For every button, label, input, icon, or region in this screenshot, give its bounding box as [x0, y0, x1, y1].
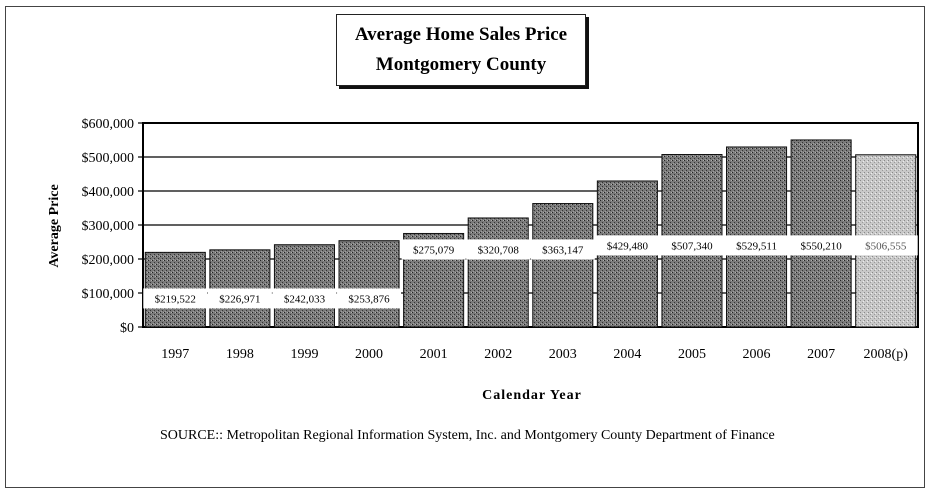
source-note: SOURCE:: Metropolitan Regional Informati…: [160, 428, 775, 443]
x-tick-label: 2001: [420, 347, 448, 362]
x-tick-label: 1998: [226, 347, 254, 362]
x-tick-label: 1999: [290, 347, 318, 362]
bar: [273, 244, 335, 328]
data-label-box: [207, 288, 272, 309]
data-label-box: [595, 235, 660, 256]
data-label: $320,708: [478, 244, 520, 256]
y-tick-label: $200,000: [82, 253, 135, 268]
data-label: $363,147: [542, 244, 584, 256]
data-label: $529,511: [736, 240, 777, 252]
bar: [338, 240, 400, 328]
x-tick-label: 2005: [678, 347, 706, 362]
data-label-box: [337, 288, 402, 309]
data-label: $242,033: [284, 293, 326, 305]
data-label-box: [659, 235, 724, 256]
y-tick-label: $0: [120, 321, 134, 336]
x-tick-label: 1997: [161, 347, 189, 362]
x-tick-label: 2002: [484, 347, 512, 362]
bar: [532, 203, 594, 328]
chart-title-line-1: Average Home Sales Price: [354, 24, 568, 45]
bar: [467, 217, 529, 328]
y-tick-label: $300,000: [82, 219, 135, 234]
y-axis: $0 $100,000 $200,000 $300,000 $400,000 $500,0…: [82, 117, 143, 336]
y-tick-label: $600,000: [82, 117, 135, 132]
y-tick-label: $500,000: [82, 151, 135, 166]
bar: [209, 249, 271, 328]
data-label-box: [530, 239, 595, 260]
x-tick-label: 2004: [613, 347, 641, 362]
data-label-box: [853, 235, 918, 256]
data-label: $275,079: [413, 244, 455, 256]
data-label: $506,555: [865, 240, 907, 252]
x-tick-label: 2000: [355, 347, 383, 362]
bar: [790, 139, 852, 328]
gridlines: [143, 122, 918, 328]
x-tick-label: 2003: [549, 347, 577, 362]
data-labels: $219,522 $226,971 $242,033 $253,876 $275,079…: [143, 235, 918, 309]
data-label: $226,971: [219, 293, 260, 305]
chart-title-line-2: Montgomery County: [375, 54, 547, 75]
x-tick-label: 2008(p): [864, 347, 909, 362]
data-label: $219,522: [155, 293, 196, 305]
data-label: $507,340: [671, 240, 713, 252]
x-axis: 1997 1998 1999 2000 2001 2002 2003 2004 2005 2006…: [161, 347, 908, 362]
data-label-box: [143, 288, 208, 309]
chart-frame: [5, 6, 925, 488]
data-label: $429,480: [607, 240, 649, 252]
data-label-box: [789, 235, 854, 256]
y-tick-label: $400,000: [82, 185, 135, 200]
x-axis-title: Calendar Year: [482, 388, 582, 403]
data-label-box: [466, 239, 531, 260]
data-label: $253,876: [348, 293, 390, 305]
chart-title-box: Average Home Sales Price Montgomery Coun…: [336, 14, 586, 86]
x-tick-label: 2007: [807, 347, 835, 362]
y-tick-label: $100,000: [82, 287, 135, 302]
data-label: $550,210: [801, 240, 843, 252]
data-label-box: [401, 239, 466, 260]
data-label-box: [272, 288, 337, 309]
y-axis-title: Average Price: [47, 184, 62, 267]
data-label-box: [724, 235, 789, 256]
x-tick-label: 2006: [743, 347, 771, 362]
